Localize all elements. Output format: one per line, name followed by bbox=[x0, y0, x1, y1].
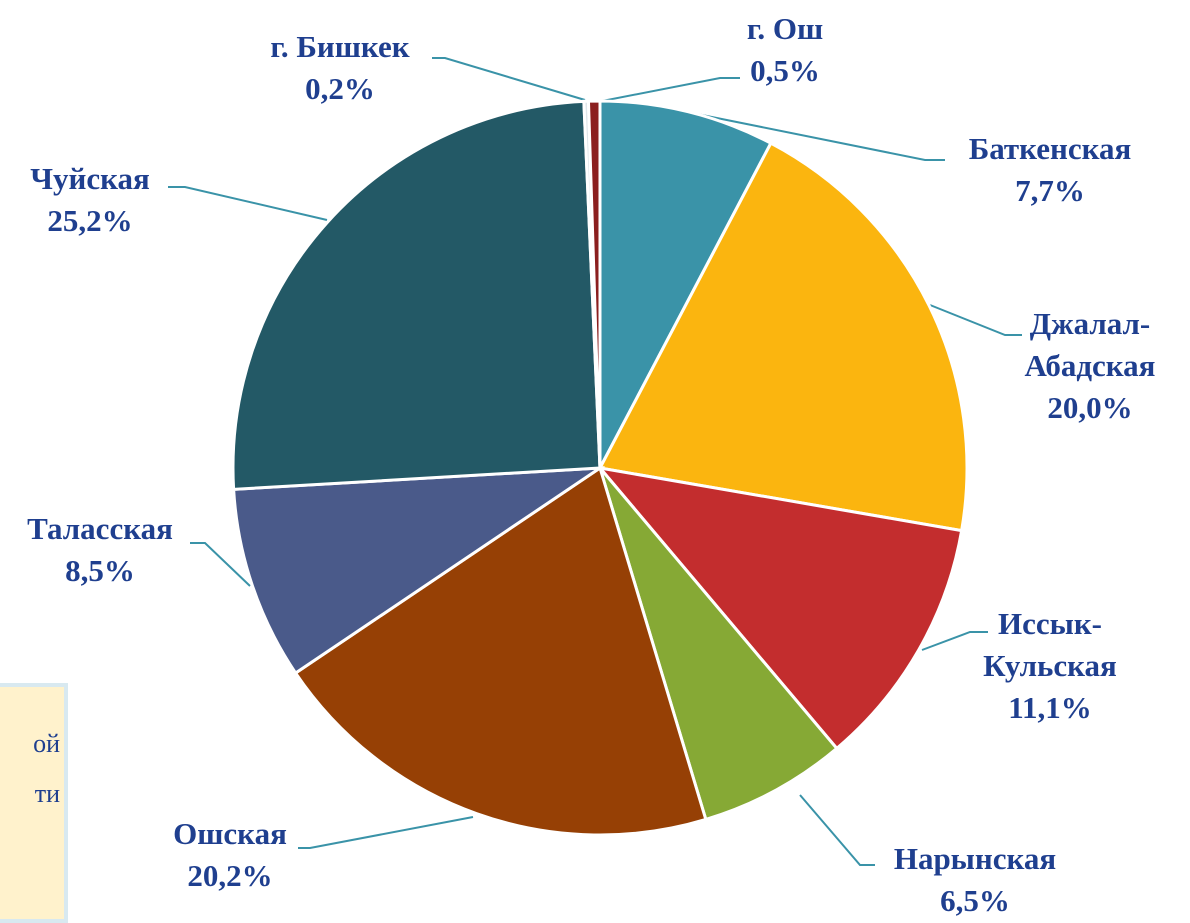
leader-line bbox=[929, 304, 1022, 336]
value-label: 25,2% bbox=[47, 203, 133, 238]
note-text: ти bbox=[34, 779, 60, 808]
category-label: Иссык-Кульская bbox=[983, 606, 1117, 683]
value-label: 20,0% bbox=[1047, 390, 1133, 425]
pie-slice bbox=[231, 99, 602, 491]
category-label: г. Ош bbox=[746, 11, 824, 46]
category-label: Чуйская bbox=[30, 161, 150, 196]
slice-label: Ошская 20,2% bbox=[130, 813, 330, 897]
leader-line bbox=[799, 794, 875, 866]
slice-label: Джалал-Абадская 20,0% bbox=[1015, 303, 1165, 429]
pie-slice bbox=[598, 99, 773, 469]
value-label: 6,5% bbox=[940, 883, 1010, 918]
category-label: г. Бишкек bbox=[270, 29, 410, 64]
pie-slice bbox=[596, 465, 964, 751]
value-label: 0,5% bbox=[750, 53, 820, 88]
leader-line bbox=[190, 542, 251, 587]
slice-label: Нарынская 6,5% bbox=[875, 838, 1075, 922]
value-label: 20,2% bbox=[187, 858, 273, 893]
slice-label: Таласская 8,5% bbox=[0, 508, 200, 592]
category-label: Нарынская bbox=[893, 841, 1057, 876]
pie-slice bbox=[232, 466, 606, 676]
category-label: Таласская bbox=[27, 511, 173, 546]
slice-label: г. Ош 0,5% bbox=[685, 8, 885, 92]
slice-label: Чуйская 25,2% bbox=[0, 158, 190, 242]
leader-lines bbox=[168, 57, 1022, 866]
leader-line bbox=[168, 186, 328, 221]
note-box: ой ти bbox=[0, 683, 68, 923]
value-label: 7,7% bbox=[1015, 173, 1085, 208]
pie-slice bbox=[293, 465, 708, 837]
leader-line bbox=[921, 631, 988, 651]
leader-line bbox=[298, 816, 474, 849]
leader-line bbox=[686, 111, 945, 161]
slice-label: Иссык-Кульская 11,1% bbox=[980, 603, 1120, 729]
slice-label: г. Бишкек 0,2% bbox=[240, 26, 440, 110]
value-label: 0,2% bbox=[305, 71, 375, 106]
pie-slice bbox=[597, 141, 969, 533]
pie-slice bbox=[586, 99, 602, 469]
pie-slice bbox=[598, 467, 839, 822]
leader-line bbox=[591, 77, 740, 104]
value-label: 8,5% bbox=[65, 553, 135, 588]
value-label: 11,1% bbox=[1008, 690, 1092, 725]
note-text: ой bbox=[33, 729, 60, 758]
category-label: Ошская bbox=[173, 816, 287, 851]
category-label: Баткенская bbox=[968, 131, 1132, 166]
category-label: Джалал-Абадская bbox=[1024, 306, 1156, 383]
leader-line bbox=[432, 57, 586, 101]
slice-label: Баткенская 7,7% bbox=[950, 128, 1150, 212]
